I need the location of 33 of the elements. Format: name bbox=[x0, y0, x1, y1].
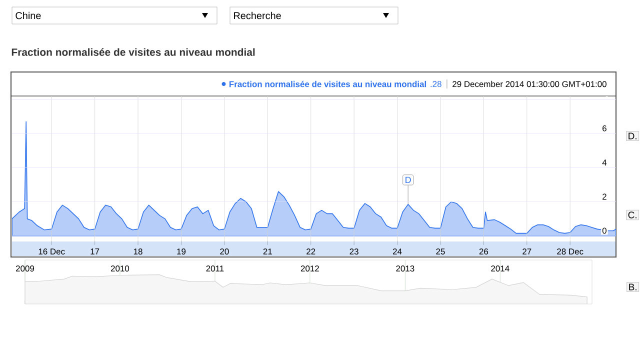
x-tick-label: 18 bbox=[134, 248, 142, 255]
x-tick-label: 19 bbox=[177, 248, 186, 255]
x-tick-label: 24 bbox=[392, 248, 402, 254]
x-tick-label: 17 bbox=[90, 248, 100, 254]
x-tick-label: 21 bbox=[263, 248, 272, 254]
x-tick-label: 23 bbox=[350, 248, 358, 255]
x-tick-label: 2009 bbox=[16, 266, 34, 272]
text: Recherche bbox=[234, 12, 281, 20]
x-tick-label: 28 Dec bbox=[557, 248, 584, 255]
y-tick-label: 0 bbox=[602, 228, 606, 234]
x-tick-label: 2014 bbox=[491, 266, 510, 272]
chart-title: Fraction normalisée de visites au niveau mondial bbox=[12, 48, 255, 56]
x-tick-label: 22 bbox=[306, 248, 316, 254]
annotation: D bbox=[406, 176, 411, 184]
text: .28 bbox=[430, 81, 442, 87]
text: D. bbox=[628, 132, 636, 140]
y-tick-label: 6 bbox=[602, 125, 606, 132]
x-tick-label: 26 bbox=[479, 248, 488, 255]
text: C. bbox=[628, 212, 636, 218]
x-tick-label: 16 Dec bbox=[38, 248, 65, 255]
x-tick-label: 2011 bbox=[206, 266, 224, 272]
x-tick-label: 20 bbox=[220, 248, 229, 255]
x-tick-label: 25 bbox=[436, 248, 445, 255]
x-tick-label: 2010 bbox=[110, 266, 130, 272]
x-tick-label: 2012 bbox=[300, 266, 319, 272]
text: 29 December 2014 01:30:00 GMT+01:00 bbox=[452, 80, 606, 88]
text: B. bbox=[629, 284, 636, 290]
x-tick-label: 2013 bbox=[396, 266, 414, 272]
y-tick-label: 4 bbox=[602, 160, 607, 166]
text: Fraction normalisée de visites au niveau mondial bbox=[229, 80, 426, 88]
x-tick-label: 27 bbox=[522, 248, 532, 254]
text: Chine bbox=[16, 12, 41, 20]
y-tick-label: 2 bbox=[602, 194, 606, 200]
